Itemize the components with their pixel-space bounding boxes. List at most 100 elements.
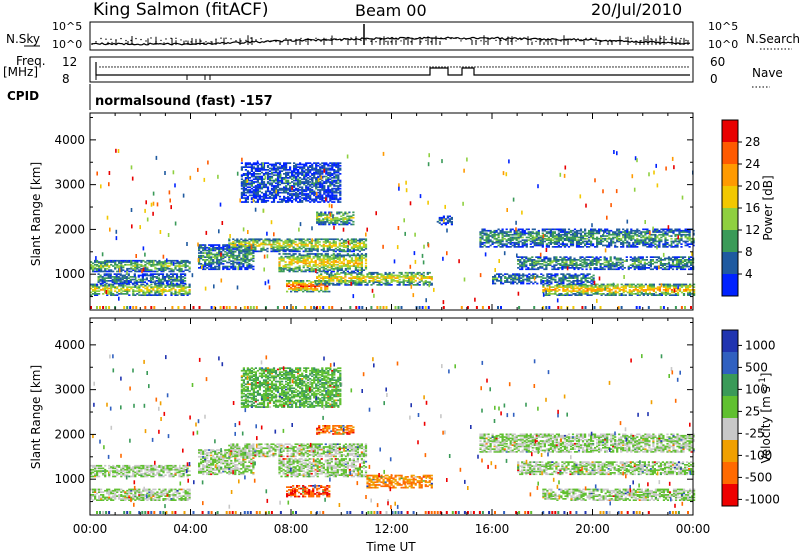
echo-cell	[272, 247, 275, 250]
nave-dot	[582, 66, 584, 68]
echo-cell	[303, 171, 306, 174]
echo-cell	[565, 231, 569, 233]
echo-cell	[232, 261, 235, 264]
echo-cell	[162, 291, 165, 294]
echo-cell	[218, 248, 221, 250]
echo-cell	[335, 185, 338, 187]
echo-cell	[218, 264, 221, 266]
echo-cell	[246, 191, 249, 194]
echo-cell	[537, 237, 540, 240]
echo-cell	[644, 232, 647, 235]
echo-cell	[624, 229, 627, 232]
echo-cell	[388, 276, 391, 278]
echo-cell	[328, 246, 331, 249]
echo-cell	[324, 211, 327, 214]
echo-cell	[404, 277, 407, 279]
echo-cell	[130, 267, 133, 270]
nave-dot	[270, 66, 272, 68]
echo-cell	[286, 245, 289, 247]
echo-cell	[356, 258, 359, 261]
echo-cell	[362, 281, 365, 283]
echo-cell	[309, 190, 312, 193]
echo-cell	[246, 252, 249, 254]
echo-cell	[638, 229, 641, 232]
nsearch-dot	[150, 37, 152, 39]
echo-cell	[320, 289, 323, 292]
nave-dot	[222, 66, 224, 68]
echo-cell	[133, 273, 136, 275]
nave-dot	[474, 66, 476, 68]
echo-cell	[356, 245, 359, 247]
echo-cell	[592, 244, 595, 247]
echo-cell	[296, 247, 299, 250]
echo-cell	[325, 190, 328, 193]
echo-cell	[186, 259, 189, 262]
nsearch-dot	[655, 39, 657, 42]
echo-cell	[146, 266, 149, 269]
echo-cell	[97, 278, 100, 281]
echo-cell	[308, 253, 311, 255]
echo-cell	[305, 182, 308, 185]
echo-cell	[145, 282, 148, 285]
nave-dot	[684, 66, 686, 68]
echo-cell	[378, 277, 381, 279]
echo-cell	[160, 262, 163, 265]
echo-cell	[250, 182, 253, 185]
echo-cell	[285, 197, 288, 199]
nsearch-dot	[230, 38, 232, 40]
echo-cell	[162, 265, 165, 267]
nave-dot	[345, 66, 347, 68]
echo-cell	[390, 278, 393, 281]
echo-cell	[242, 190, 245, 193]
echo-cell	[584, 240, 587, 243]
echo-cell	[295, 191, 298, 194]
echo-cell	[342, 216, 345, 219]
echo-cell	[104, 261, 107, 263]
echo-cell	[360, 263, 363, 266]
nsearch-dot	[470, 38, 472, 41]
echo-cell	[119, 281, 122, 283]
echo-cell	[299, 177, 302, 179]
echo-cell	[606, 228, 609, 231]
echo-cell	[222, 268, 225, 271]
echo-cell	[106, 270, 109, 273]
echo-cell	[670, 228, 673, 231]
echo-cell	[304, 269, 307, 271]
echo-cell	[128, 289, 131, 291]
echo-cell	[326, 273, 329, 275]
echo-cell	[250, 238, 253, 241]
echo-cell	[446, 219, 449, 222]
echo-cell	[322, 261, 325, 263]
echo-cell	[301, 182, 304, 185]
echo-cell	[358, 284, 361, 286]
echo-cell	[200, 254, 203, 257]
echo-cell	[238, 256, 241, 258]
echo-cell	[97, 277, 100, 279]
cpid-label: CPID	[7, 89, 39, 103]
echo-cell	[122, 290, 125, 292]
echo-cell	[507, 239, 510, 241]
echo-cell	[348, 242, 351, 245]
echo-cell	[414, 280, 417, 282]
echo-cell	[297, 201, 300, 203]
nave-dot	[360, 66, 362, 68]
echo-cell	[356, 269, 359, 271]
echo-cell	[495, 241, 498, 244]
echo-cell	[581, 237, 585, 240]
echo-cell	[138, 294, 141, 296]
freq-trace	[95, 62, 690, 80]
echo-cell	[206, 246, 209, 249]
echo-cell	[176, 259, 179, 262]
echo-cell	[121, 277, 124, 279]
echo-cell	[354, 238, 357, 241]
nave-dot	[147, 66, 149, 68]
echo-cell	[162, 283, 165, 286]
echo-cell	[610, 241, 613, 244]
echo-cell	[301, 163, 304, 166]
echo-cell	[248, 177, 251, 179]
echo-cell	[487, 246, 490, 248]
echo-cell	[304, 270, 307, 273]
echo-cell	[320, 261, 323, 263]
echo-cell	[634, 246, 637, 248]
echo-cell	[553, 236, 556, 239]
